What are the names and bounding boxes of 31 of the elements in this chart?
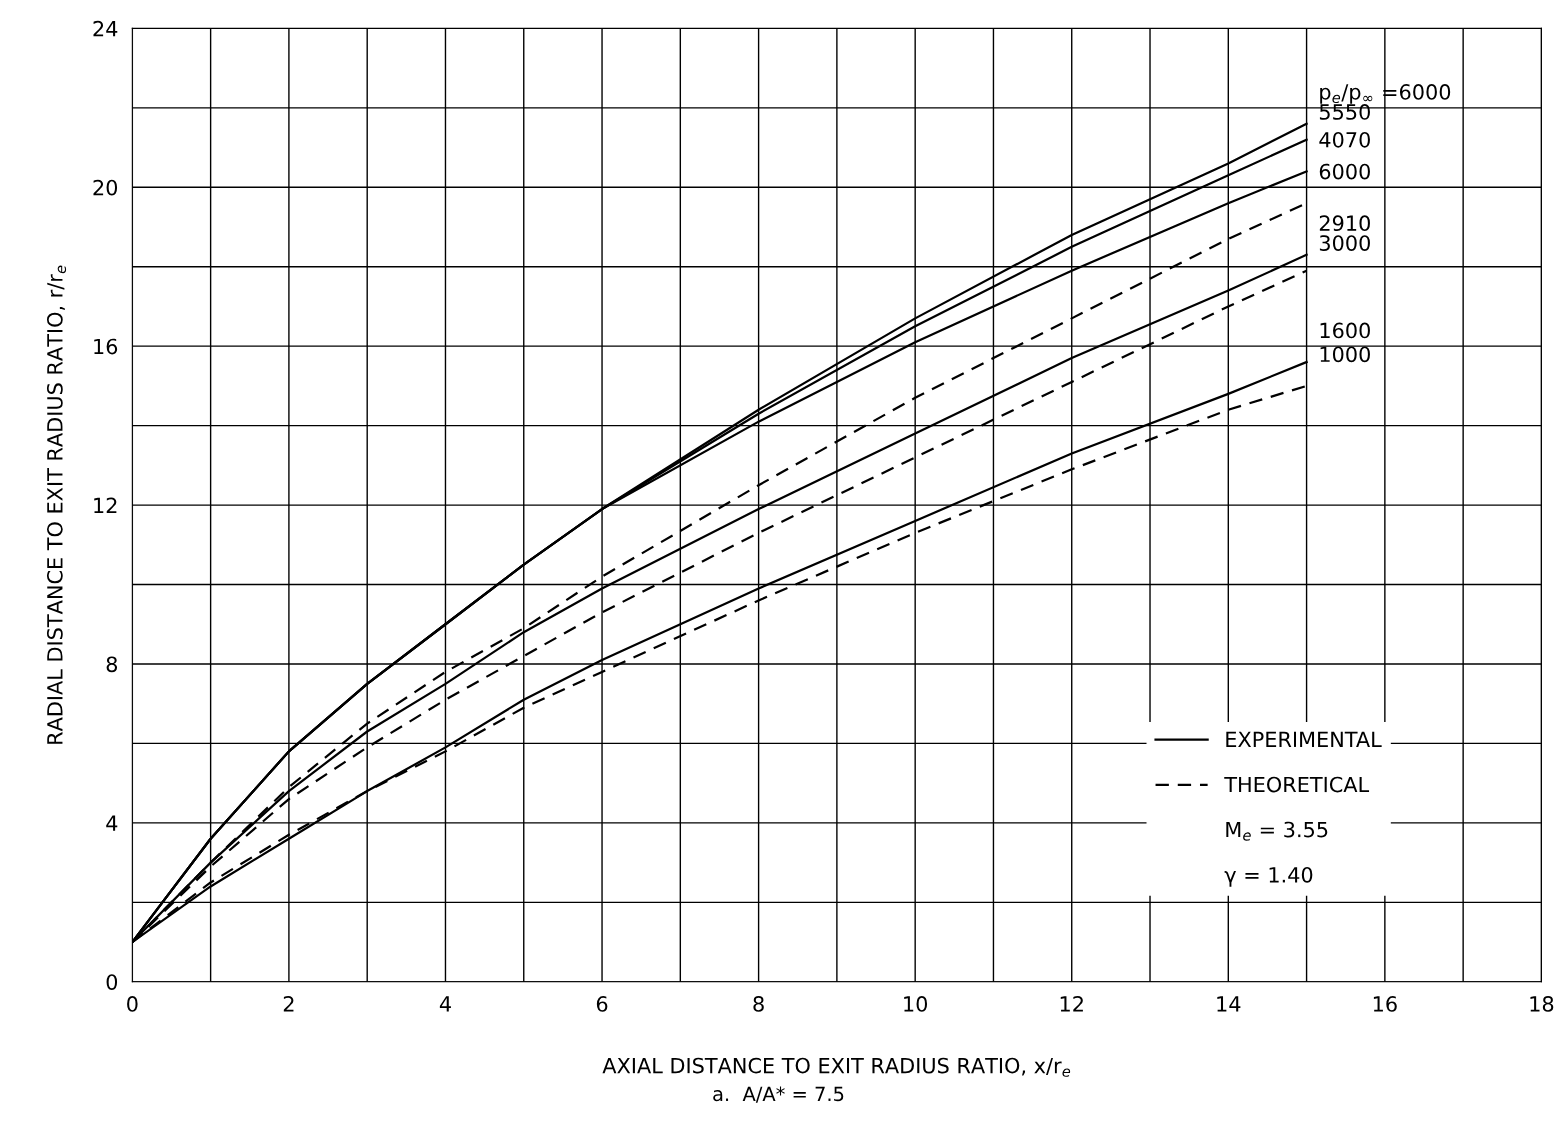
x-axis-title: AXIAL DISTANCE TO EXIT RADIUS RATIO, x/r$_{e}$ bbox=[602, 1057, 1071, 1077]
text: a. A/A* = 7.5 bbox=[713, 1086, 844, 1103]
series-label: 6000 bbox=[1319, 163, 1370, 180]
series-label: 1000 bbox=[1320, 346, 1370, 363]
series-label: 4070 bbox=[1319, 131, 1370, 148]
annotation: THEORETICAL bbox=[1224, 776, 1370, 793]
x-tick-label: 0 bbox=[127, 996, 138, 1012]
y-tick-label: 0 bbox=[106, 974, 118, 990]
y-tick-label: 16 bbox=[94, 338, 118, 355]
y-axis-title: RADIAL DISTANCE TO EXIT RADIUS RATIO, r/r$_{e}$ bbox=[46, 265, 67, 744]
series-label: 2910 bbox=[1319, 215, 1370, 232]
x-tick-label: 10 bbox=[904, 996, 928, 1012]
x-tick-label: 8 bbox=[753, 996, 764, 1012]
x-tick-label: 12 bbox=[1060, 996, 1083, 1012]
series-label: 3000 bbox=[1319, 235, 1370, 251]
annotation: γ = 1.40 bbox=[1224, 866, 1313, 887]
series-label: 5550 bbox=[1319, 104, 1370, 120]
y-tick-label: 4 bbox=[106, 815, 118, 831]
x-tick-label: 2 bbox=[283, 996, 294, 1012]
annotation: EXPERIMENTAL bbox=[1226, 731, 1382, 747]
y-tick-label: 8 bbox=[106, 656, 118, 673]
x-tick-label: 16 bbox=[1373, 996, 1397, 1012]
x-tick-label: 4 bbox=[439, 996, 451, 1012]
x-tick-label: 14 bbox=[1217, 996, 1241, 1012]
annotation: M$_{e}$ = 3.55 bbox=[1226, 821, 1328, 841]
y-tick-label: 20 bbox=[93, 179, 118, 196]
series-label: 1600 bbox=[1320, 322, 1370, 339]
y-tick-label: 12 bbox=[94, 497, 117, 513]
y-tick-label: 24 bbox=[93, 20, 118, 37]
x-tick-label: 6 bbox=[596, 996, 608, 1012]
x-tick-label: 18 bbox=[1530, 996, 1554, 1012]
